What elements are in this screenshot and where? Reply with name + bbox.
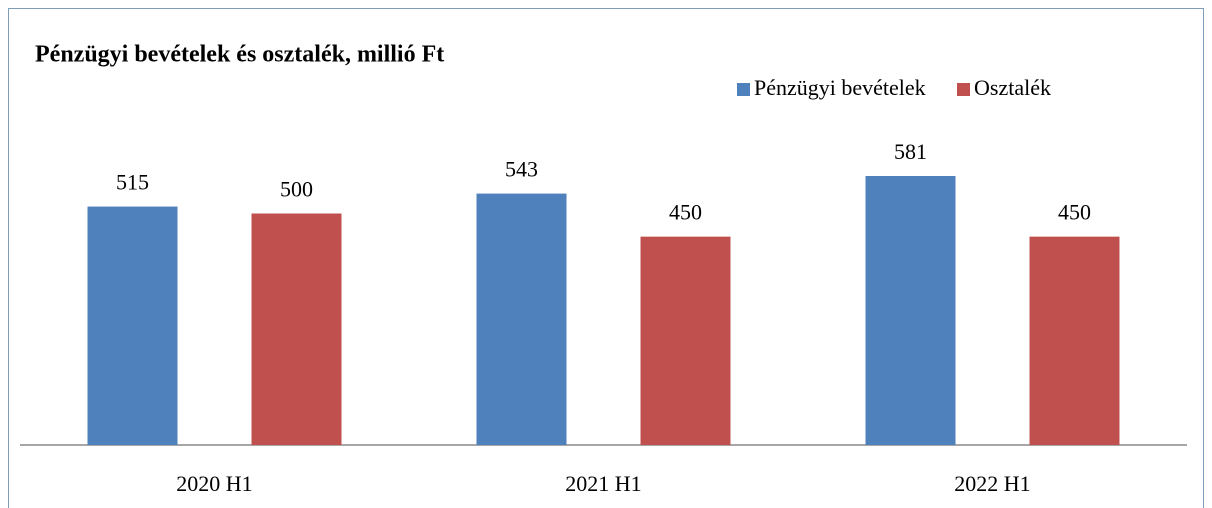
chart-frame — [8, 8, 1204, 508]
chart-title: Pénzügyi bevételek és osztalék, millió F… — [35, 42, 444, 68]
bar — [476, 193, 567, 445]
bar — [251, 213, 342, 445]
value-label: 581 — [894, 139, 927, 164]
value-label: 450 — [1058, 200, 1091, 225]
x-tick-label: 2022 H1 — [954, 471, 1030, 496]
value-label: 515 — [116, 170, 149, 195]
bar — [87, 206, 178, 445]
x-tick-label: 2020 H1 — [176, 471, 252, 496]
bar — [865, 176, 956, 445]
legend-swatch — [737, 83, 750, 96]
legend-swatch — [957, 83, 970, 96]
legend-label: Osztalék — [974, 75, 1051, 100]
value-label: 450 — [669, 200, 702, 225]
value-label: 500 — [280, 177, 313, 202]
bar — [1029, 236, 1120, 445]
value-label: 543 — [505, 157, 538, 182]
legend-label: Pénzügyi bevételek — [754, 75, 926, 100]
bar — [640, 236, 731, 445]
x-tick-label: 2021 H1 — [565, 471, 641, 496]
